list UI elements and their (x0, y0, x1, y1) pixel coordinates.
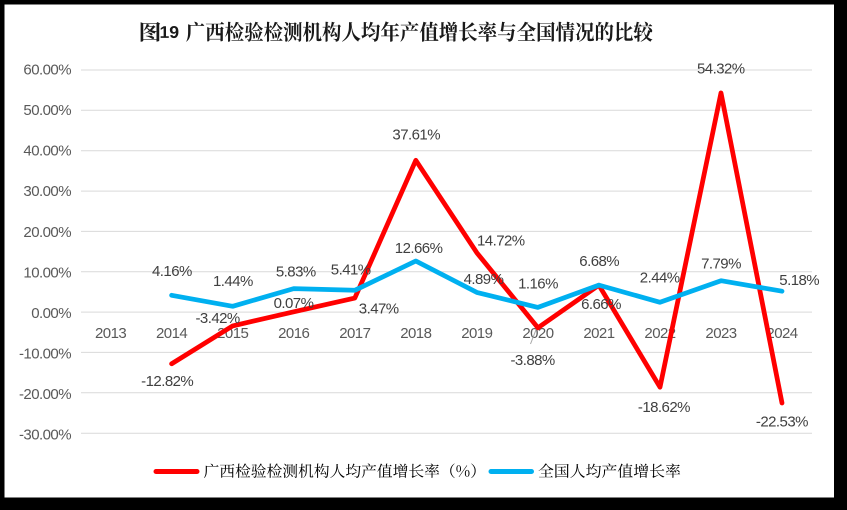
svg-text:1.16%: 1.16% (518, 276, 558, 293)
svg-text:2020: 2020 (522, 325, 553, 342)
svg-text:-20.00%: -20.00% (19, 386, 71, 403)
svg-text:2014: 2014 (156, 325, 187, 342)
svg-text:4.89%: 4.89% (464, 271, 504, 288)
svg-text:30.00%: 30.00% (23, 183, 71, 200)
svg-text:2021: 2021 (583, 325, 614, 342)
svg-text:2016: 2016 (278, 325, 309, 342)
svg-text:50.00%: 50.00% (23, 102, 71, 119)
svg-text:2013: 2013 (95, 325, 126, 342)
svg-text:54.32%: 54.32% (697, 60, 745, 77)
svg-text:2.44%: 2.44% (640, 270, 680, 287)
svg-text:5.83%: 5.83% (276, 264, 316, 281)
svg-text:6.68%: 6.68% (579, 253, 619, 270)
svg-text:4.16%: 4.16% (152, 263, 192, 280)
svg-text:6.66%: 6.66% (581, 296, 621, 313)
svg-text:-12.82%: -12.82% (141, 373, 193, 390)
svg-text:20.00%: 20.00% (23, 224, 71, 241)
svg-text:-10.00%: -10.00% (19, 345, 71, 362)
svg-text:2017: 2017 (339, 325, 370, 342)
svg-text:2024: 2024 (766, 325, 797, 342)
svg-text:0.00%: 0.00% (31, 305, 71, 322)
svg-text:12.66%: 12.66% (395, 240, 443, 257)
svg-text:5.41%: 5.41% (331, 262, 371, 279)
svg-text:40.00%: 40.00% (23, 143, 71, 160)
svg-text:1.44%: 1.44% (213, 273, 253, 290)
svg-text:2018: 2018 (400, 325, 431, 342)
svg-text:-18.62%: -18.62% (638, 399, 690, 416)
svg-text:37.61%: 37.61% (392, 126, 440, 143)
svg-text:-22.53%: -22.53% (756, 413, 808, 430)
svg-text:3.47%: 3.47% (359, 301, 399, 318)
svg-text:0.07%: 0.07% (274, 295, 314, 312)
svg-text:2019: 2019 (461, 325, 492, 342)
svg-text:10.00%: 10.00% (23, 264, 71, 281)
svg-text:-3.42%: -3.42% (195, 310, 239, 327)
svg-text:60.00%: 60.00% (23, 62, 71, 79)
svg-text:7.79%: 7.79% (701, 255, 741, 272)
svg-text:5.18%: 5.18% (779, 272, 819, 289)
svg-text:14.72%: 14.72% (477, 232, 525, 249)
svg-text:-30.00%: -30.00% (19, 427, 71, 444)
svg-text:2023: 2023 (705, 325, 736, 342)
svg-text:-3.88%: -3.88% (510, 352, 554, 369)
